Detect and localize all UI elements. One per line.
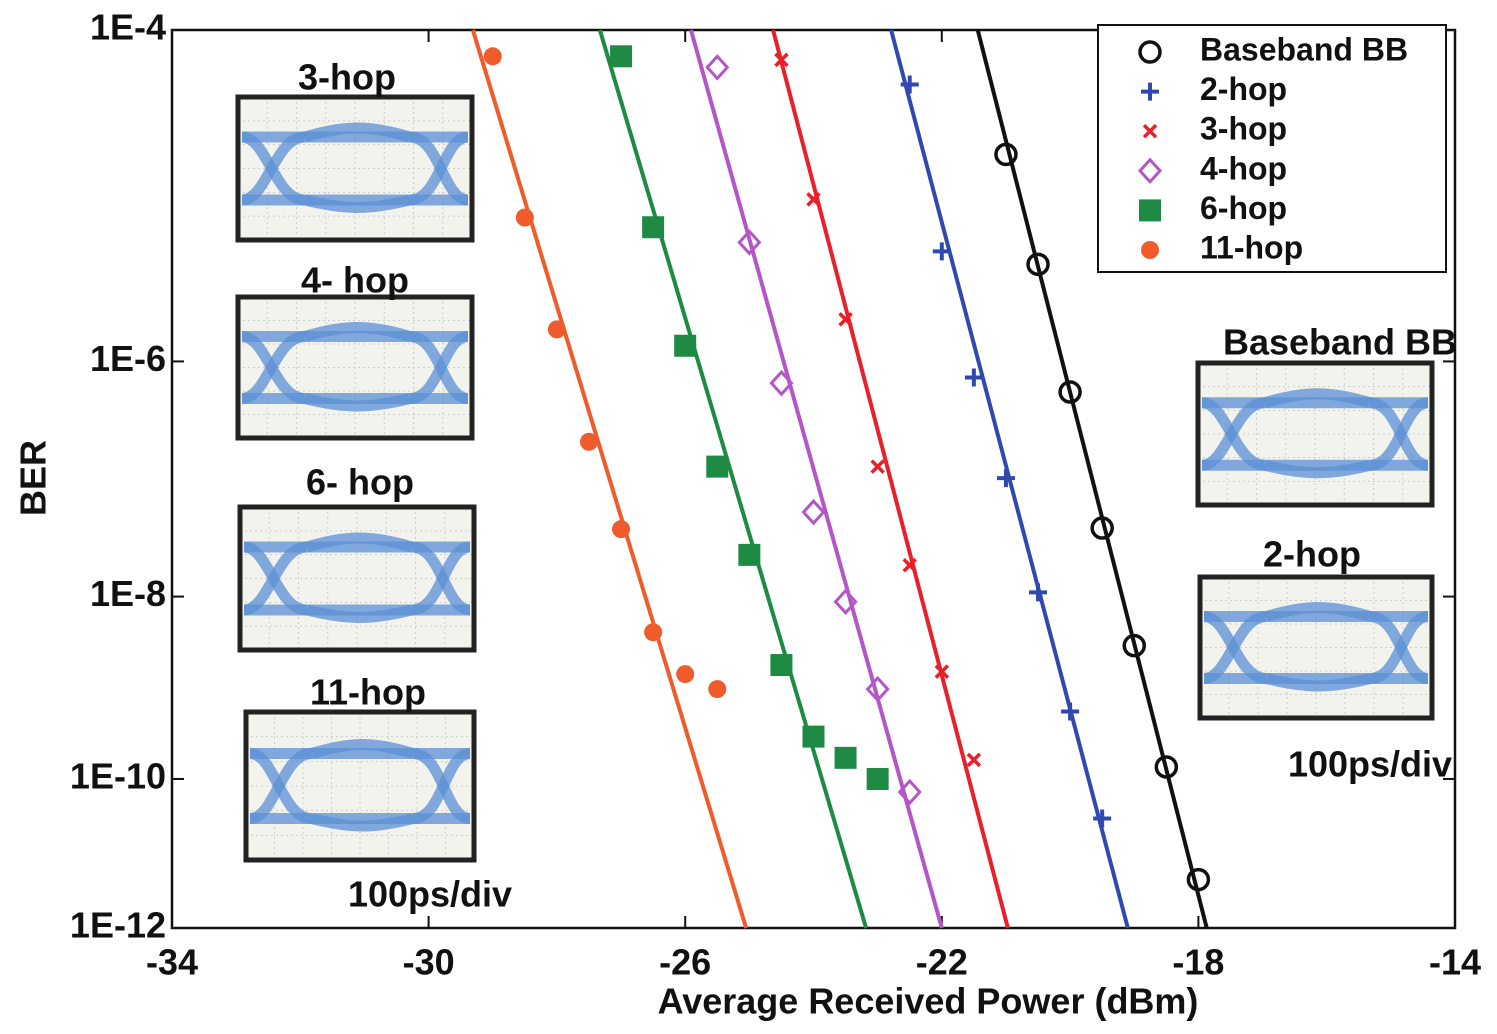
eye-diagram bbox=[246, 712, 474, 860]
x-tick-label: -18 bbox=[1172, 942, 1224, 983]
inset-label: 2-hop bbox=[1263, 534, 1361, 575]
eye-diagram bbox=[240, 507, 474, 650]
marker bbox=[548, 320, 566, 338]
inset-label: Baseband BB bbox=[1223, 322, 1457, 363]
inset-label: 3-hop bbox=[298, 57, 396, 98]
marker bbox=[804, 501, 824, 523]
marker bbox=[644, 623, 662, 641]
marker bbox=[968, 754, 980, 766]
legend-label: 6-hop bbox=[1200, 190, 1287, 226]
marker bbox=[706, 456, 728, 478]
inset-caption: 100ps/div bbox=[348, 874, 512, 915]
marker bbox=[612, 520, 630, 538]
marker bbox=[867, 768, 889, 790]
eye-diagram bbox=[238, 97, 472, 240]
marker bbox=[1139, 199, 1161, 221]
x-axis-label: Average Received Power (dBm) bbox=[658, 981, 1199, 1022]
marker bbox=[1029, 583, 1047, 601]
marker bbox=[707, 56, 727, 78]
y-tick-label: 1E-6 bbox=[90, 338, 166, 379]
inset-label: 6- hop bbox=[306, 462, 414, 503]
fit-line bbox=[600, 30, 866, 928]
page: Average Received Power (dBm) BER 3-hop4-… bbox=[0, 0, 1497, 1034]
legend-label: 2-hop bbox=[1200, 71, 1287, 107]
inset-label: 4- hop bbox=[301, 260, 409, 301]
legend: Baseband BB 2-hop 3-hop4-hop 6-hop11-hop bbox=[1098, 25, 1446, 272]
inset-label: 11-hop bbox=[310, 672, 426, 713]
eye-diagram bbox=[238, 297, 472, 438]
inset-caption: 100ps/div bbox=[1288, 744, 1452, 785]
marker bbox=[580, 433, 598, 451]
marker bbox=[516, 209, 534, 227]
marker bbox=[676, 665, 694, 683]
fit-line bbox=[691, 30, 942, 928]
fit-line bbox=[773, 30, 1008, 928]
x-tick-label: -22 bbox=[916, 942, 968, 983]
marker bbox=[642, 216, 664, 238]
marker bbox=[803, 726, 825, 748]
x-tick-label: -26 bbox=[659, 942, 711, 983]
fit-line bbox=[473, 30, 746, 928]
marker bbox=[674, 335, 696, 357]
chart: Average Received Power (dBm) BER 3-hop4-… bbox=[0, 0, 1497, 1034]
marker bbox=[835, 747, 857, 769]
legend-label: 11-hop bbox=[1200, 229, 1303, 265]
eye-diagram bbox=[1200, 577, 1432, 718]
x-tick-label: -14 bbox=[1429, 942, 1481, 983]
legend-label: Baseband BB bbox=[1200, 31, 1408, 67]
y-tick-label: 1E-10 bbox=[70, 755, 166, 796]
marker bbox=[1141, 241, 1159, 259]
legend-label: 4-hop bbox=[1200, 150, 1287, 186]
y-tick-label: 1E-8 bbox=[90, 573, 166, 614]
marker bbox=[610, 45, 632, 67]
y-tick-label: 1E-4 bbox=[90, 7, 166, 48]
marker bbox=[770, 654, 792, 676]
marker bbox=[738, 544, 760, 566]
marker bbox=[708, 680, 726, 698]
marker bbox=[872, 461, 884, 473]
eye-diagram bbox=[1198, 363, 1432, 505]
legend-label: 3-hop bbox=[1200, 111, 1287, 147]
marker bbox=[1188, 870, 1208, 890]
y-axis-label: BER bbox=[13, 440, 54, 516]
marker bbox=[484, 47, 502, 65]
marker bbox=[1061, 702, 1079, 720]
x-tick-label: -30 bbox=[403, 942, 455, 983]
y-tick-label: 1E-12 bbox=[70, 905, 166, 946]
x-tick-label: -34 bbox=[146, 942, 198, 983]
